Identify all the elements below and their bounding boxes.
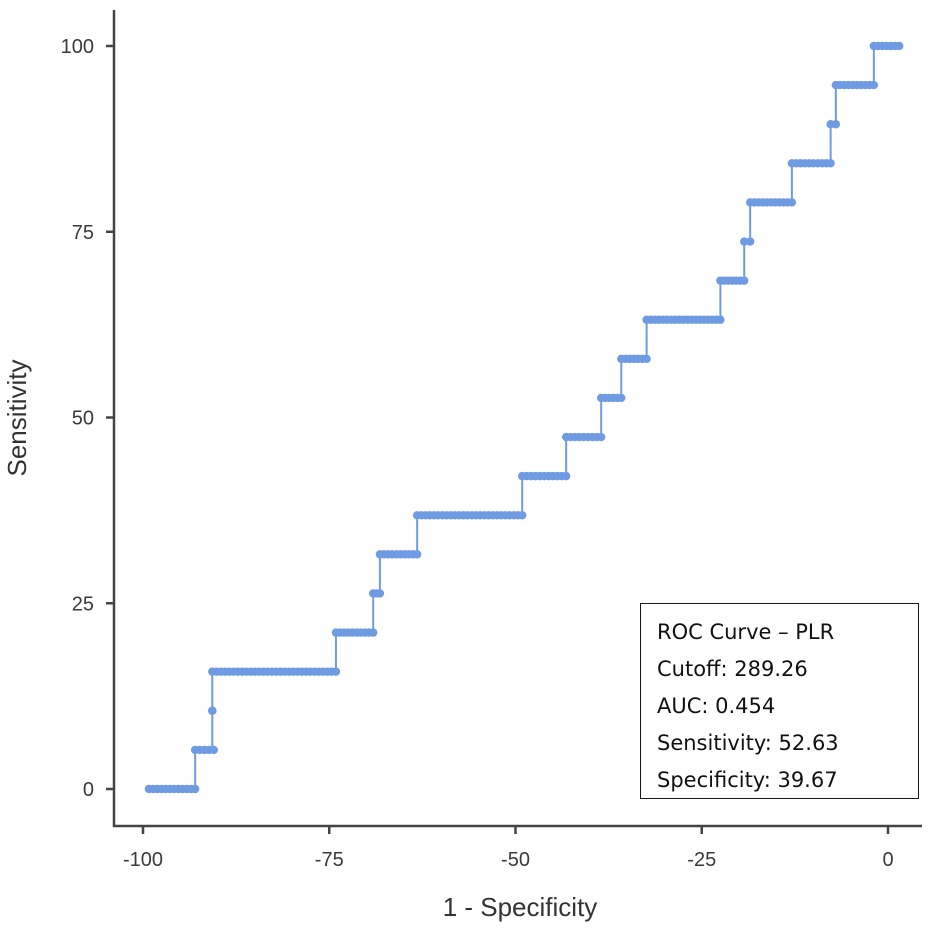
roc-point: [787, 198, 797, 207]
roc-point: [716, 315, 725, 324]
y-axis-ticks: 0 25 50 75 100: [61, 36, 114, 801]
roc-point: [331, 667, 341, 676]
x-tick-label: 0: [882, 849, 893, 871]
x-axis-title: 1 - Specificity: [443, 892, 598, 922]
plot-area: [144, 41, 904, 794]
y-axis-title: Sensitivity: [2, 359, 32, 476]
y-tick-label: 25: [72, 593, 94, 615]
info-auc: AUC: 0.454: [657, 694, 776, 718]
roc-point: [740, 237, 749, 246]
y-tick-label: 100: [61, 36, 94, 58]
roc-point: [745, 237, 755, 246]
roc-point: [826, 159, 835, 168]
x-tick-label: -75: [315, 849, 344, 871]
roc-point: [642, 354, 651, 364]
roc-point: [518, 511, 527, 520]
data-points: [144, 41, 904, 794]
roc-point: [869, 80, 879, 90]
roc-point: [561, 471, 571, 481]
info-specificity: Specificity: 39.67: [657, 768, 838, 792]
x-tick-label: -100: [123, 849, 163, 871]
roc-point: [740, 276, 749, 285]
x-tick-label: -25: [687, 849, 716, 871]
y-tick-label: 75: [72, 222, 94, 244]
roc-point: [831, 120, 841, 129]
roc-point: [190, 784, 200, 794]
x-tick-label: -50: [501, 849, 530, 871]
info-sensitivity: Sensitivity: 52.63: [657, 731, 839, 755]
info-cutoff: Cutoff: 289.26: [657, 657, 808, 681]
x-axis-ticks: -100 -75 -50 -25 0: [123, 826, 894, 871]
roc-point: [209, 745, 218, 755]
roc-point: [894, 41, 904, 51]
roc-point: [375, 589, 385, 598]
roc-point: [369, 628, 378, 637]
y-tick-label: 50: [72, 408, 94, 430]
roc-point: [412, 550, 422, 559]
y-tick-label: 0: [83, 779, 94, 801]
info-title: ROC Curve – PLR: [657, 620, 835, 644]
roc-info-box: ROC Curve – PLR Cutoff: 289.26 AUC: 0.45…: [640, 603, 919, 799]
roc-point: [617, 393, 626, 403]
roc-point: [208, 706, 217, 715]
roc-point: [596, 432, 606, 442]
